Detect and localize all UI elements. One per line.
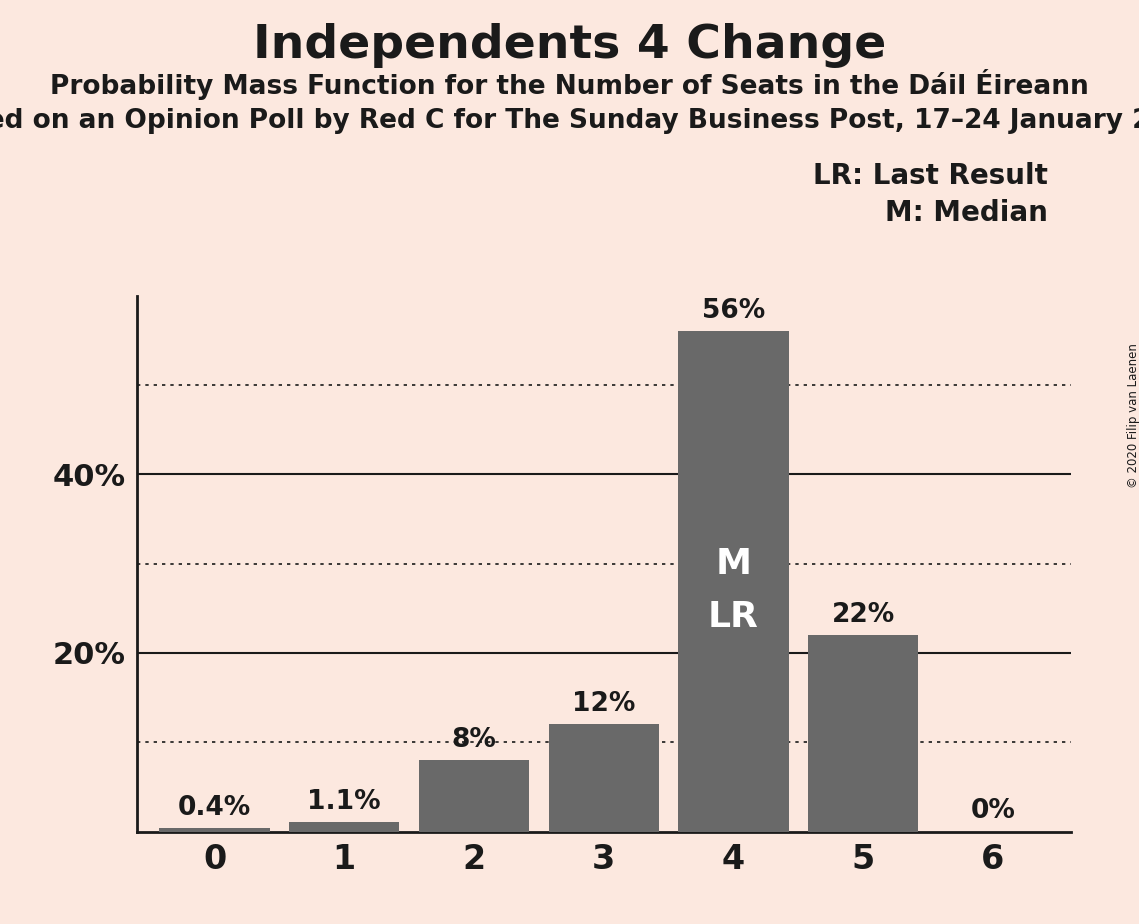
Text: 0.4%: 0.4% <box>178 795 251 821</box>
Text: 12%: 12% <box>572 691 636 717</box>
Text: M: M <box>715 547 752 580</box>
Bar <box>808 635 918 832</box>
Text: 1.1%: 1.1% <box>308 788 382 815</box>
Text: LR: LR <box>708 601 759 634</box>
Text: 56%: 56% <box>702 298 765 324</box>
Text: 22%: 22% <box>831 602 895 628</box>
Text: M: Median: M: Median <box>885 199 1048 226</box>
Text: 8%: 8% <box>451 727 497 753</box>
Text: Independents 4 Change: Independents 4 Change <box>253 23 886 68</box>
Bar <box>419 760 530 832</box>
Bar <box>159 828 270 832</box>
Text: 0%: 0% <box>970 798 1015 824</box>
Bar <box>678 332 788 832</box>
Text: LR: Last Result: LR: Last Result <box>813 162 1048 189</box>
Bar <box>549 724 658 832</box>
Text: Probability Mass Function for the Number of Seats in the Dáil Éireann: Probability Mass Function for the Number… <box>50 69 1089 101</box>
Bar <box>289 821 400 832</box>
Text: © 2020 Filip van Laenen: © 2020 Filip van Laenen <box>1126 344 1139 488</box>
Text: Based on an Opinion Poll by Red C for The Sunday Business Post, 17–24 January 20: Based on an Opinion Poll by Red C for Th… <box>0 108 1139 134</box>
